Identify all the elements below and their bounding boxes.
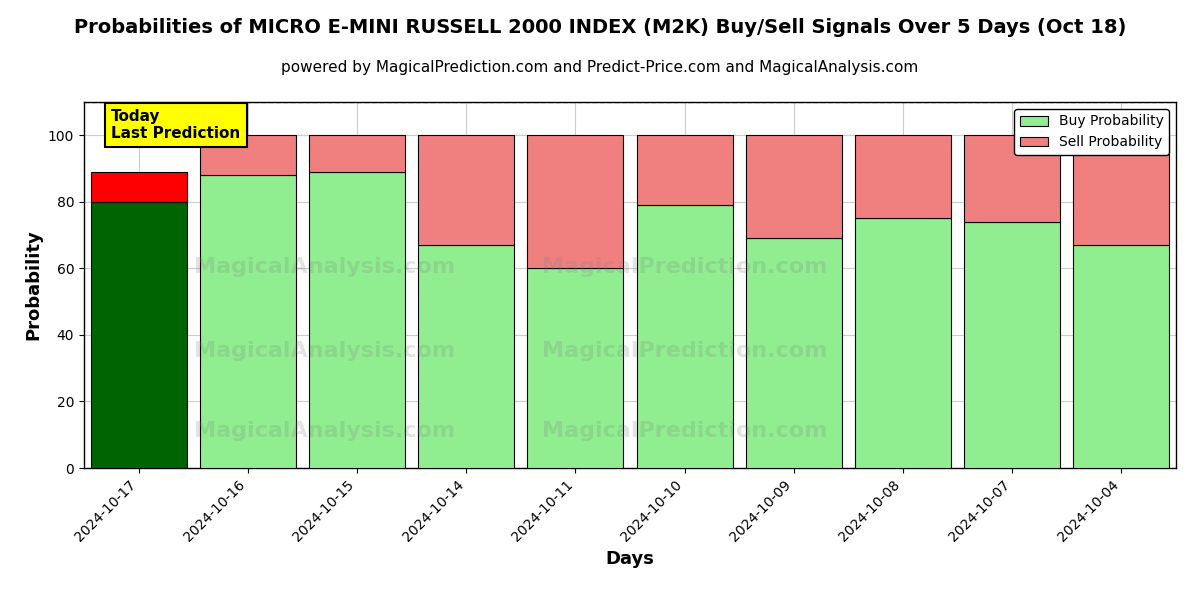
Bar: [199, 135, 296, 175]
Y-axis label: Probability: Probability: [24, 230, 42, 340]
Bar: [199, 175, 296, 468]
Text: Today
Last Prediction: Today Last Prediction: [112, 109, 240, 141]
Bar: [527, 135, 624, 268]
Bar: [1073, 245, 1170, 468]
Text: powered by MagicalPrediction.com and Predict-Price.com and MagicalAnalysis.com: powered by MagicalPrediction.com and Pre…: [281, 60, 919, 75]
Bar: [308, 135, 406, 172]
Bar: [90, 172, 187, 202]
Bar: [964, 135, 1061, 222]
Bar: [745, 238, 842, 468]
Bar: [636, 135, 733, 205]
Bar: [964, 222, 1061, 468]
Text: MagicalAnalysis.com: MagicalAnalysis.com: [193, 421, 455, 442]
Bar: [854, 218, 952, 468]
Bar: [1073, 135, 1170, 245]
Text: MagicalAnalysis.com: MagicalAnalysis.com: [193, 341, 455, 361]
Bar: [418, 135, 515, 245]
Text: MagicalPrediction.com: MagicalPrediction.com: [542, 257, 827, 277]
Legend: Buy Probability, Sell Probability: Buy Probability, Sell Probability: [1014, 109, 1169, 155]
X-axis label: Days: Days: [606, 550, 654, 568]
Text: MagicalPrediction.com: MagicalPrediction.com: [542, 421, 827, 442]
Text: MagicalAnalysis.com: MagicalAnalysis.com: [193, 257, 455, 277]
Bar: [90, 202, 187, 468]
Bar: [418, 245, 515, 468]
Text: MagicalPrediction.com: MagicalPrediction.com: [542, 341, 827, 361]
Bar: [745, 135, 842, 238]
Bar: [636, 205, 733, 468]
Bar: [854, 135, 952, 218]
Bar: [308, 172, 406, 468]
Bar: [527, 268, 624, 468]
Text: Probabilities of MICRO E-MINI RUSSELL 2000 INDEX (M2K) Buy/Sell Signals Over 5 D: Probabilities of MICRO E-MINI RUSSELL 20…: [74, 18, 1126, 37]
